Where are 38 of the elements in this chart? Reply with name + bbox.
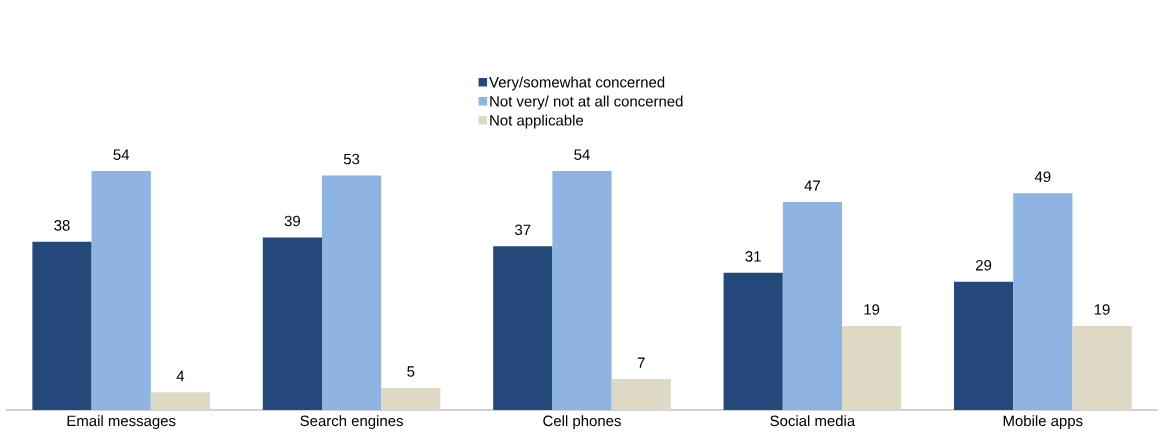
bar <box>150 392 211 410</box>
bar <box>1013 193 1073 410</box>
bar <box>32 241 92 410</box>
x-tick-label: Email messages <box>67 415 176 430</box>
data-label: 49 <box>1034 171 1051 183</box>
x-tick-label: Cell phones <box>543 415 621 430</box>
x-tick-label: Mobile apps <box>1003 415 1083 430</box>
data-label: 47 <box>804 180 820 191</box>
bar <box>611 379 671 410</box>
data-label: 29 <box>976 259 992 271</box>
bar <box>723 272 783 410</box>
bar <box>381 387 441 410</box>
data-label: 5 <box>407 366 415 377</box>
legend-label: Not applicable <box>490 114 584 129</box>
bar <box>262 237 322 410</box>
data-label: 37 <box>515 224 531 236</box>
legend-label: Very/somewhat concerned <box>489 76 665 91</box>
x-tick-label: Social media <box>770 415 856 427</box>
data-label: 38 <box>54 220 70 231</box>
data-label: 4 <box>176 370 185 382</box>
data-label: 54 <box>574 149 590 160</box>
data-label: 19 <box>864 304 880 315</box>
bar <box>322 175 382 410</box>
x-tick-label: Search engines <box>300 415 403 430</box>
bar <box>842 325 902 410</box>
data-label: 53 <box>343 153 360 165</box>
data-label: 31 <box>745 251 761 262</box>
bar <box>493 246 553 410</box>
bar <box>552 171 612 410</box>
data-label: 54 <box>113 149 130 160</box>
bar <box>91 171 151 410</box>
data-label: 19 <box>1094 304 1110 315</box>
bar <box>782 202 843 410</box>
data-label: 7 <box>637 357 645 368</box>
bar <box>953 281 1014 410</box>
data-label: 39 <box>284 215 300 227</box>
bar <box>1072 325 1132 410</box>
legend-label: Not very/ not at all concerned <box>490 95 683 110</box>
